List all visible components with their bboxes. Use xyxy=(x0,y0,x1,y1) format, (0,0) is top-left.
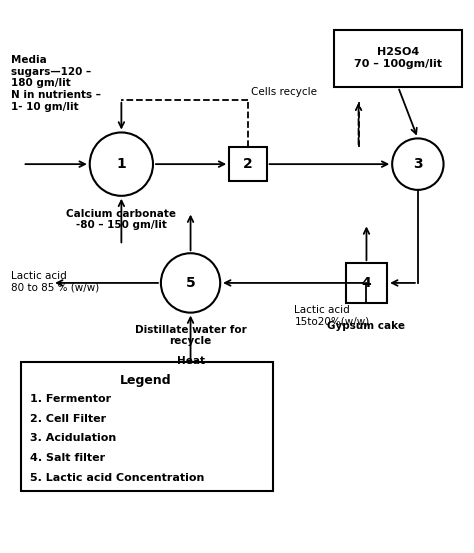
Text: Media
sugars—120 –
180 gm/lit
N in nutrients –
1- 10 gm/lit: Media sugars—120 – 180 gm/lit N in nutri… xyxy=(11,55,100,112)
Text: 5: 5 xyxy=(186,276,195,290)
Text: H2SO4
70 – 100gm/lit: H2SO4 70 – 100gm/lit xyxy=(354,48,442,69)
Bar xyxy=(229,147,267,181)
Text: 4. Salt filter: 4. Salt filter xyxy=(30,453,106,463)
Text: 2: 2 xyxy=(243,157,253,171)
Bar xyxy=(346,263,387,302)
Text: 3: 3 xyxy=(413,157,423,171)
Text: 2. Cell Filter: 2. Cell Filter xyxy=(30,414,107,424)
Text: Gypsum cake: Gypsum cake xyxy=(328,321,405,331)
Text: Lactic acid
15to20%(w/w): Lactic acid 15to20%(w/w) xyxy=(294,305,370,326)
Bar xyxy=(20,362,273,491)
Text: 1: 1 xyxy=(117,157,126,171)
Text: Calcium carbonate
-80 – 150 gm/lit: Calcium carbonate -80 – 150 gm/lit xyxy=(66,208,176,230)
Text: Legend: Legend xyxy=(120,374,172,387)
Text: Lactic acid
80 to 85 % (w/w): Lactic acid 80 to 85 % (w/w) xyxy=(11,271,99,293)
Text: Distillate water for
recycle: Distillate water for recycle xyxy=(135,325,246,346)
Text: 3. Acidulation: 3. Acidulation xyxy=(30,434,117,444)
Text: 4: 4 xyxy=(362,276,371,290)
Text: Heat: Heat xyxy=(176,356,205,366)
Bar xyxy=(334,29,462,87)
Text: Cells recycle: Cells recycle xyxy=(251,87,318,97)
Text: 1. Fermentor: 1. Fermentor xyxy=(30,394,111,404)
Text: 5. Lactic acid Concentration: 5. Lactic acid Concentration xyxy=(30,473,205,483)
